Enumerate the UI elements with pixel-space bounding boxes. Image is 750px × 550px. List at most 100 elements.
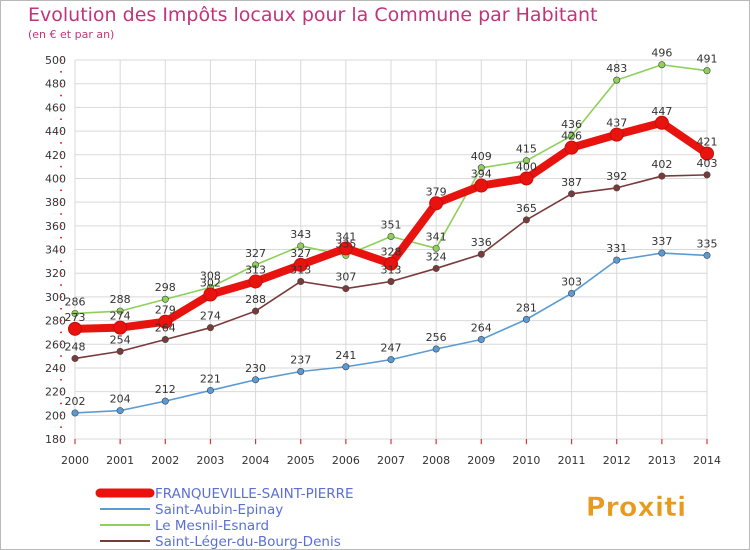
- legend-label: FRANQUEVILLE-SAINT-PIERRE: [155, 486, 354, 502]
- data-label: 327: [245, 247, 266, 260]
- y-tick-label: 340: [45, 244, 66, 257]
- x-tick-label: 2005: [287, 454, 315, 467]
- x-tick-label: 2014: [693, 454, 721, 467]
- data-label: 392: [606, 170, 627, 183]
- data-point: [477, 164, 485, 172]
- data-label: 379: [426, 185, 447, 198]
- data-point: [658, 249, 666, 257]
- data-point: [387, 277, 395, 285]
- data-point: [568, 190, 576, 198]
- chart-subtitle: (en € et par an): [28, 28, 115, 41]
- data-point: [703, 251, 711, 259]
- data-point: [568, 289, 576, 297]
- data-label: 288: [110, 293, 131, 306]
- y-tick-label: 260: [45, 338, 66, 351]
- data-label: 202: [65, 395, 86, 408]
- logo-text: Proxiti: [586, 492, 687, 523]
- data-label: 327: [290, 247, 311, 260]
- x-tick-label: 2007: [377, 454, 405, 467]
- data-point: [342, 363, 350, 371]
- data-point: [71, 354, 79, 362]
- y-tick-label: 220: [45, 386, 66, 399]
- data-point: [564, 140, 579, 155]
- legend-label: Le Mesnil-Esnard: [155, 518, 269, 534]
- data-label: 302: [200, 277, 221, 290]
- data-label: 281: [516, 301, 537, 314]
- data-label: 204: [110, 393, 131, 406]
- y-tick-label: 380: [45, 196, 66, 209]
- data-point: [203, 287, 218, 302]
- data-point: [116, 407, 124, 415]
- data-label: 400: [516, 160, 537, 173]
- x-tick-label: 2012: [603, 454, 631, 467]
- data-point: [297, 277, 305, 285]
- data-label: 491: [697, 53, 718, 66]
- legend-label: Saint-Aubin-Epinay: [155, 502, 283, 518]
- data-label: 308: [200, 269, 221, 282]
- y-tick-label: 420: [45, 149, 66, 162]
- data-label: 288: [245, 293, 266, 306]
- x-tick-label: 2003: [196, 454, 224, 467]
- data-label: 328: [381, 246, 402, 259]
- data-point: [432, 244, 440, 252]
- data-point: [71, 309, 79, 317]
- data-label: 313: [381, 263, 402, 276]
- data-point: [116, 307, 124, 315]
- data-point: [161, 397, 169, 405]
- y-tick-label: 440: [45, 125, 66, 138]
- data-point: [342, 285, 350, 293]
- data-point: [613, 76, 621, 84]
- data-label: 230: [245, 362, 266, 375]
- data-label: 394: [471, 168, 492, 181]
- data-label: 341: [426, 230, 447, 243]
- data-label: 274: [110, 310, 131, 323]
- x-tick-label: 2000: [61, 454, 89, 467]
- legend-label: Saint-Léger-du-Bourg-Denis: [155, 534, 341, 550]
- data-label: 286: [65, 295, 86, 308]
- x-tick-label: 2008: [422, 454, 450, 467]
- data-point: [252, 376, 260, 384]
- data-point: [613, 256, 621, 264]
- legend: FRANQUEVILLE-SAINT-PIERRESaint-Aubin-Epi…: [95, 486, 354, 550]
- data-point: [703, 171, 711, 179]
- data-point: [477, 336, 485, 344]
- data-label: 447: [651, 105, 672, 118]
- data-point: [432, 264, 440, 272]
- data-label: 403: [697, 157, 718, 170]
- data-point: [252, 307, 260, 315]
- data-point: [248, 274, 263, 289]
- data-label: 273: [65, 311, 86, 324]
- data-label: 324: [426, 250, 447, 263]
- y-tick-label: 240: [45, 362, 66, 375]
- data-label: 303: [561, 275, 582, 288]
- data-point: [338, 241, 353, 256]
- data-label: 426: [561, 130, 582, 143]
- data-label: 298: [155, 281, 176, 294]
- data-point: [658, 172, 666, 180]
- data-point: [613, 184, 621, 192]
- x-tick-label: 2013: [648, 454, 676, 467]
- data-label: 335: [335, 237, 356, 250]
- data-point: [297, 242, 305, 250]
- data-label: 336: [471, 236, 492, 249]
- data-point: [161, 336, 169, 344]
- data-label: 351: [381, 218, 402, 231]
- y-tick-label: 280: [45, 315, 66, 328]
- data-label: 415: [516, 143, 537, 156]
- series-layer: 273 274 279 302 313 327 341 328 379 394 400 426 437 4…: [65, 47, 718, 417]
- data-label: 436: [561, 118, 582, 131]
- data-point: [609, 127, 624, 142]
- data-point: [297, 367, 305, 375]
- data-label: 341: [335, 230, 356, 243]
- data-label: 313: [245, 263, 266, 276]
- data-point: [116, 347, 124, 355]
- data-label: 221: [200, 372, 221, 385]
- x-tick-label: 2001: [106, 454, 134, 467]
- data-label: 254: [110, 333, 131, 346]
- data-point: [206, 324, 214, 332]
- data-point: [703, 67, 711, 75]
- data-point: [474, 178, 489, 193]
- y-tick-label: 360: [45, 220, 66, 233]
- data-label: 331: [606, 242, 627, 255]
